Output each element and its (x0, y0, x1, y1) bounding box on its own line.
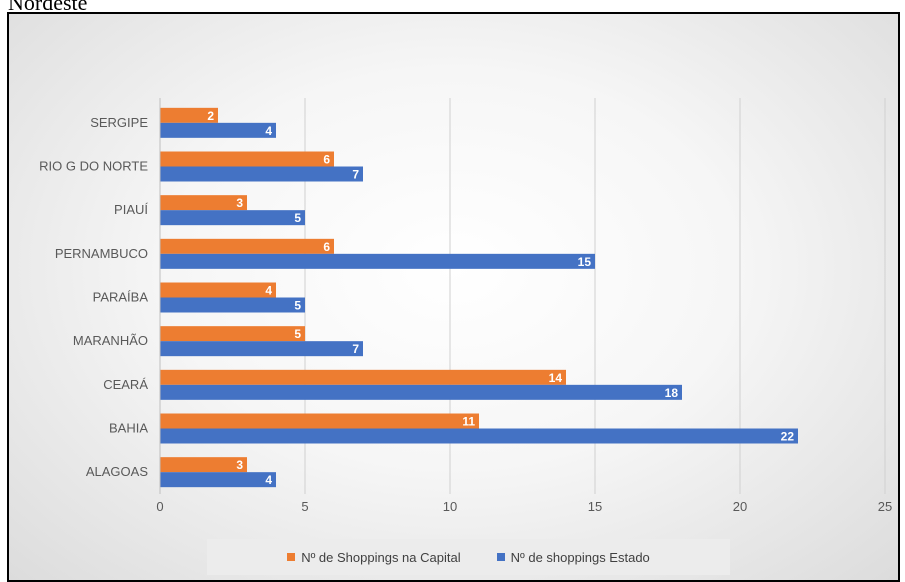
y-category-label: BAHIA (109, 421, 148, 436)
bar-capital (160, 413, 479, 429)
y-category-label: PIAUÍ (114, 202, 148, 217)
data-label-capital: 6 (323, 153, 330, 167)
data-label-capital: 2 (207, 109, 214, 123)
data-label-capital: 14 (549, 371, 563, 385)
data-label-capital: 6 (323, 240, 330, 254)
bar-estado (160, 122, 276, 138)
bar-capital (160, 282, 276, 298)
bar-estado (160, 384, 682, 400)
data-label-estado: 18 (665, 386, 679, 400)
bar-capital (160, 195, 247, 211)
bar-estado (160, 166, 363, 182)
chart-legend: Nº de Shoppings na Capital Nº de shoppin… (207, 539, 730, 575)
bar-estado (160, 341, 363, 357)
data-label-estado: 15 (578, 255, 592, 269)
x-tick-label: 15 (588, 499, 602, 514)
x-tick-label: 20 (733, 499, 747, 514)
bar-capital (160, 107, 218, 123)
data-label-estado: 5 (294, 299, 301, 313)
x-tick-label: 5 (301, 499, 308, 514)
y-category-label: RIO G DO NORTE (39, 159, 148, 174)
data-label-estado: 4 (265, 124, 272, 138)
y-category-label: PARAÍBA (93, 290, 149, 305)
page-header-text: Nordeste (8, 0, 88, 15)
x-tick-label: 0 (156, 499, 163, 514)
data-label-capital: 3 (236, 196, 243, 210)
y-category-label: CEARÁ (103, 377, 148, 392)
bar-capital (160, 151, 334, 167)
y-category-label: ALAGOAS (86, 464, 148, 479)
bar-estado (160, 428, 798, 444)
data-label-capital: 4 (265, 284, 272, 298)
data-label-capital: 5 (294, 327, 301, 341)
y-category-label: MARANHÃO (73, 333, 148, 348)
data-label-capital: 11 (462, 415, 475, 429)
x-tick-label: 25 (878, 499, 892, 514)
y-category-label: PERNAMBUCO (55, 246, 148, 261)
bar-estado (160, 253, 595, 269)
legend-item-estado: Nº de shoppings Estado (496, 549, 650, 565)
bar-estado (160, 472, 276, 488)
data-label-estado: 7 (352, 168, 359, 182)
data-label-estado: 7 (352, 342, 359, 356)
bar-capital (160, 326, 305, 342)
x-tick-label: 10 (443, 499, 457, 514)
bar-estado (160, 210, 305, 226)
bar-capital (160, 238, 334, 254)
chart-area: 0 5 10 15 20 25 ALAGOAS 3 4 BAHIA 11 22 CEARÁ 14 18 MAR… (7, 12, 900, 582)
data-label-estado: 5 (294, 211, 301, 225)
data-label-estado: 22 (781, 430, 795, 444)
bar-capital (160, 369, 566, 385)
legend-swatch-capital (287, 553, 296, 561)
legend-item-capital: Nº de Shoppings na Capital (287, 549, 461, 565)
legend-label-capital: Nº de Shoppings na Capital (301, 549, 461, 565)
data-label-estado: 4 (265, 473, 272, 487)
legend-swatch-estado (496, 553, 505, 561)
data-label-capital: 3 (236, 458, 243, 472)
legend-label-estado: Nº de shoppings Estado (510, 549, 650, 565)
y-category-label: SERGIPE (90, 115, 148, 130)
bar-estado (160, 297, 305, 313)
bar-capital (160, 457, 247, 473)
